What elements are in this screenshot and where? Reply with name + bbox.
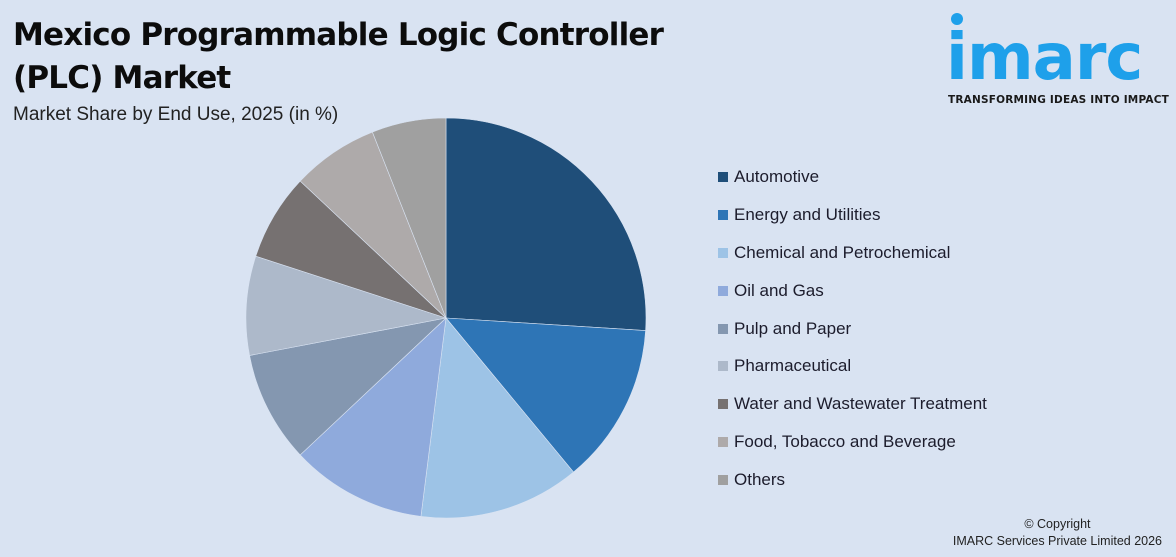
legend-item: Automotive [718,158,987,196]
legend-label: Pharmaceutical [734,356,852,376]
company-line: IMARC Services Private Limited 2026 [952,534,1162,548]
legend-item: Energy and Utilities [718,196,987,234]
legend-label: Pulp and Paper [734,318,852,338]
legend-label: Food, Tobacco and Beverage [734,432,956,452]
legend-swatch-icon [718,285,728,296]
logo-tagline: TRANSFORMING IDEAS INTO IMPACT [948,94,1169,106]
pie-slice-pharmaceutical [246,255,447,356]
copyright-line: © Copyright [1024,517,1091,531]
pie-slice-pulp-and-paper [249,317,447,456]
legend-item: Water and Wastewater Treatment [718,385,987,423]
pie-slice-energy-and-utilities [445,317,646,473]
legend-label: Others [734,470,786,490]
pie-slice-others [371,118,447,319]
chart-legend: Automotive Energy and Utilities Chemical a… [718,158,987,499]
legend-item: Oil and Gas [718,272,987,310]
page-title: Mexico Programmable Logic Controller (PL… [13,17,664,96]
legend-item: Pulp and Paper [718,310,987,348]
imarc-logo: imarc TRANSFORMING IDEAS INTO IMPACT [946,12,1170,108]
pie-chart [246,118,646,518]
legend-label: Chemical and Petrochemical [734,242,951,262]
legend-swatch-icon [718,247,728,258]
pie-slice-chemical-and-petrochemical [420,317,574,518]
legend-swatch-icon [718,323,728,334]
legend-swatch-icon [718,399,728,410]
legend-label: Automotive [734,166,820,186]
legend-item: Pharmaceutical [718,347,987,385]
logo-dot-icon [951,13,963,25]
legend-swatch-icon [718,209,728,220]
legend-swatch-icon [718,171,728,182]
pie-slice-oil-and-gas [299,317,447,517]
chart-subtitle: Market Share by End Use, 2025 (in %) [13,104,339,125]
legend-swatch-icon [718,437,728,448]
legend-item: Others [718,461,987,499]
pie-slice-automotive [445,118,646,331]
legend-label: Oil and Gas [734,280,824,300]
legend-swatch-icon [718,475,728,486]
copyright-notice: © Copyright IMARC Services Private Limit… [953,516,1162,550]
legend-label: Energy and Utilities [734,204,881,224]
logo-wordmark: imarc [946,21,1143,95]
legend-swatch-icon [718,361,728,372]
legend-label: Water and Wastewater Treatment [734,394,987,414]
legend-item: Food, Tobacco and Beverage [718,423,987,461]
legend-item: Chemical and Petrochemical [718,234,987,272]
